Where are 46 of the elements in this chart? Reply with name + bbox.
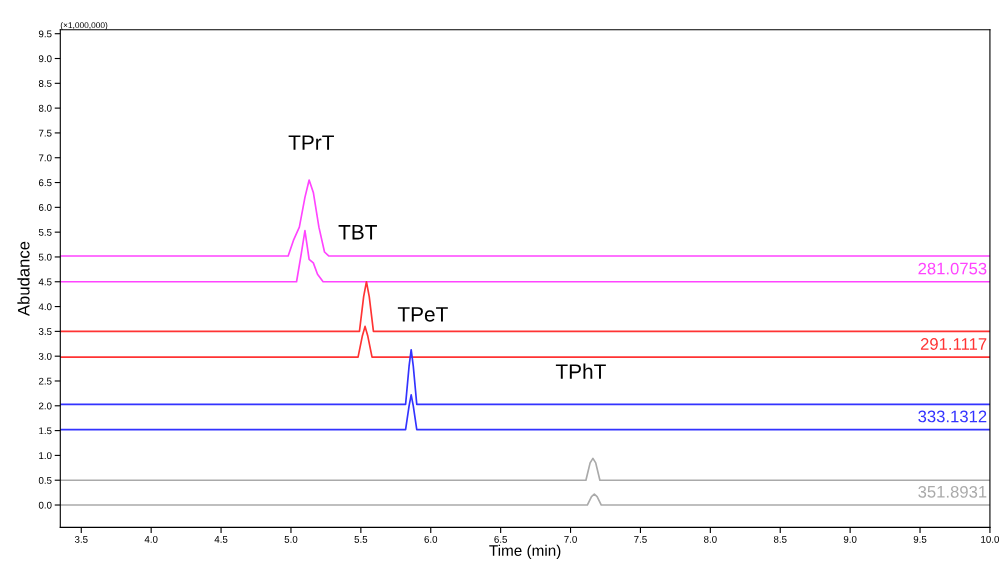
series-label: 291.1117 bbox=[920, 338, 987, 350]
x-tick-label: 6.5 bbox=[494, 535, 507, 543]
y-tick-label: 4.0 bbox=[38, 303, 52, 311]
y-tick-label: 8.5 bbox=[38, 80, 52, 87]
y-tick-label: 6.0 bbox=[38, 204, 52, 211]
y-tick-label: 7.0 bbox=[38, 154, 52, 162]
x-axis-title: Time (min) bbox=[489, 544, 561, 559]
x-tick-label: 9.0 bbox=[843, 535, 857, 543]
text: (×1,000,000) bbox=[60, 21, 108, 30]
y-tick-label: 4.5 bbox=[38, 278, 52, 286]
y-tick-label: 7.5 bbox=[38, 129, 52, 137]
annotation: TPrT bbox=[288, 135, 334, 150]
y-tick-label: 0.5 bbox=[38, 476, 52, 484]
y-axis-title: Abudance bbox=[17, 241, 30, 317]
y-tick-label: 5.0 bbox=[38, 253, 52, 261]
annotation: TPeT bbox=[397, 307, 448, 322]
y-tick-label: 9.5 bbox=[38, 30, 52, 38]
series-label: 351.8931 bbox=[918, 485, 987, 498]
annotation: TPhT bbox=[555, 363, 606, 379]
y-tick-label: 8.0 bbox=[38, 104, 52, 112]
x-tick-label: 9.5 bbox=[913, 535, 927, 543]
x-tick-label: 4.5 bbox=[214, 536, 228, 543]
x-tick-label: 7.5 bbox=[634, 536, 647, 543]
y-tick-label: 0.0 bbox=[38, 501, 52, 509]
annotation: TBT bbox=[338, 225, 377, 240]
x-tick-label: 5.0 bbox=[284, 535, 298, 543]
x-tick-label: 8.0 bbox=[704, 535, 717, 543]
y-tick-label: 1.0 bbox=[39, 452, 52, 460]
series-label: 333.1312 bbox=[918, 410, 987, 423]
y-tick-label: 6.5 bbox=[38, 179, 52, 187]
y-tick-label: 3.5 bbox=[38, 328, 52, 335]
x-tick-label: 4.0 bbox=[144, 535, 158, 543]
x-tick-label: 3.5 bbox=[74, 535, 88, 543]
x-tick-label: 5.5 bbox=[354, 536, 368, 543]
x-tick-label: 8.5 bbox=[773, 535, 787, 543]
y-tick-label: 9.0 bbox=[38, 55, 52, 63]
y-tick-label: 5.5 bbox=[38, 228, 52, 236]
y-tick-label: 2.5 bbox=[38, 377, 52, 385]
y-tick-label: 1.5 bbox=[39, 427, 52, 435]
line-series bbox=[60, 179, 990, 257]
x-tick-label: 6.0 bbox=[424, 535, 438, 543]
x-tick-label: 7.0 bbox=[564, 535, 577, 543]
series-label: 281.0753 bbox=[918, 262, 987, 275]
y-tick-label: 2.0 bbox=[38, 402, 52, 410]
y-tick-label: 3.0 bbox=[38, 352, 52, 360]
x-tick-label: 10.0 bbox=[981, 535, 1000, 543]
